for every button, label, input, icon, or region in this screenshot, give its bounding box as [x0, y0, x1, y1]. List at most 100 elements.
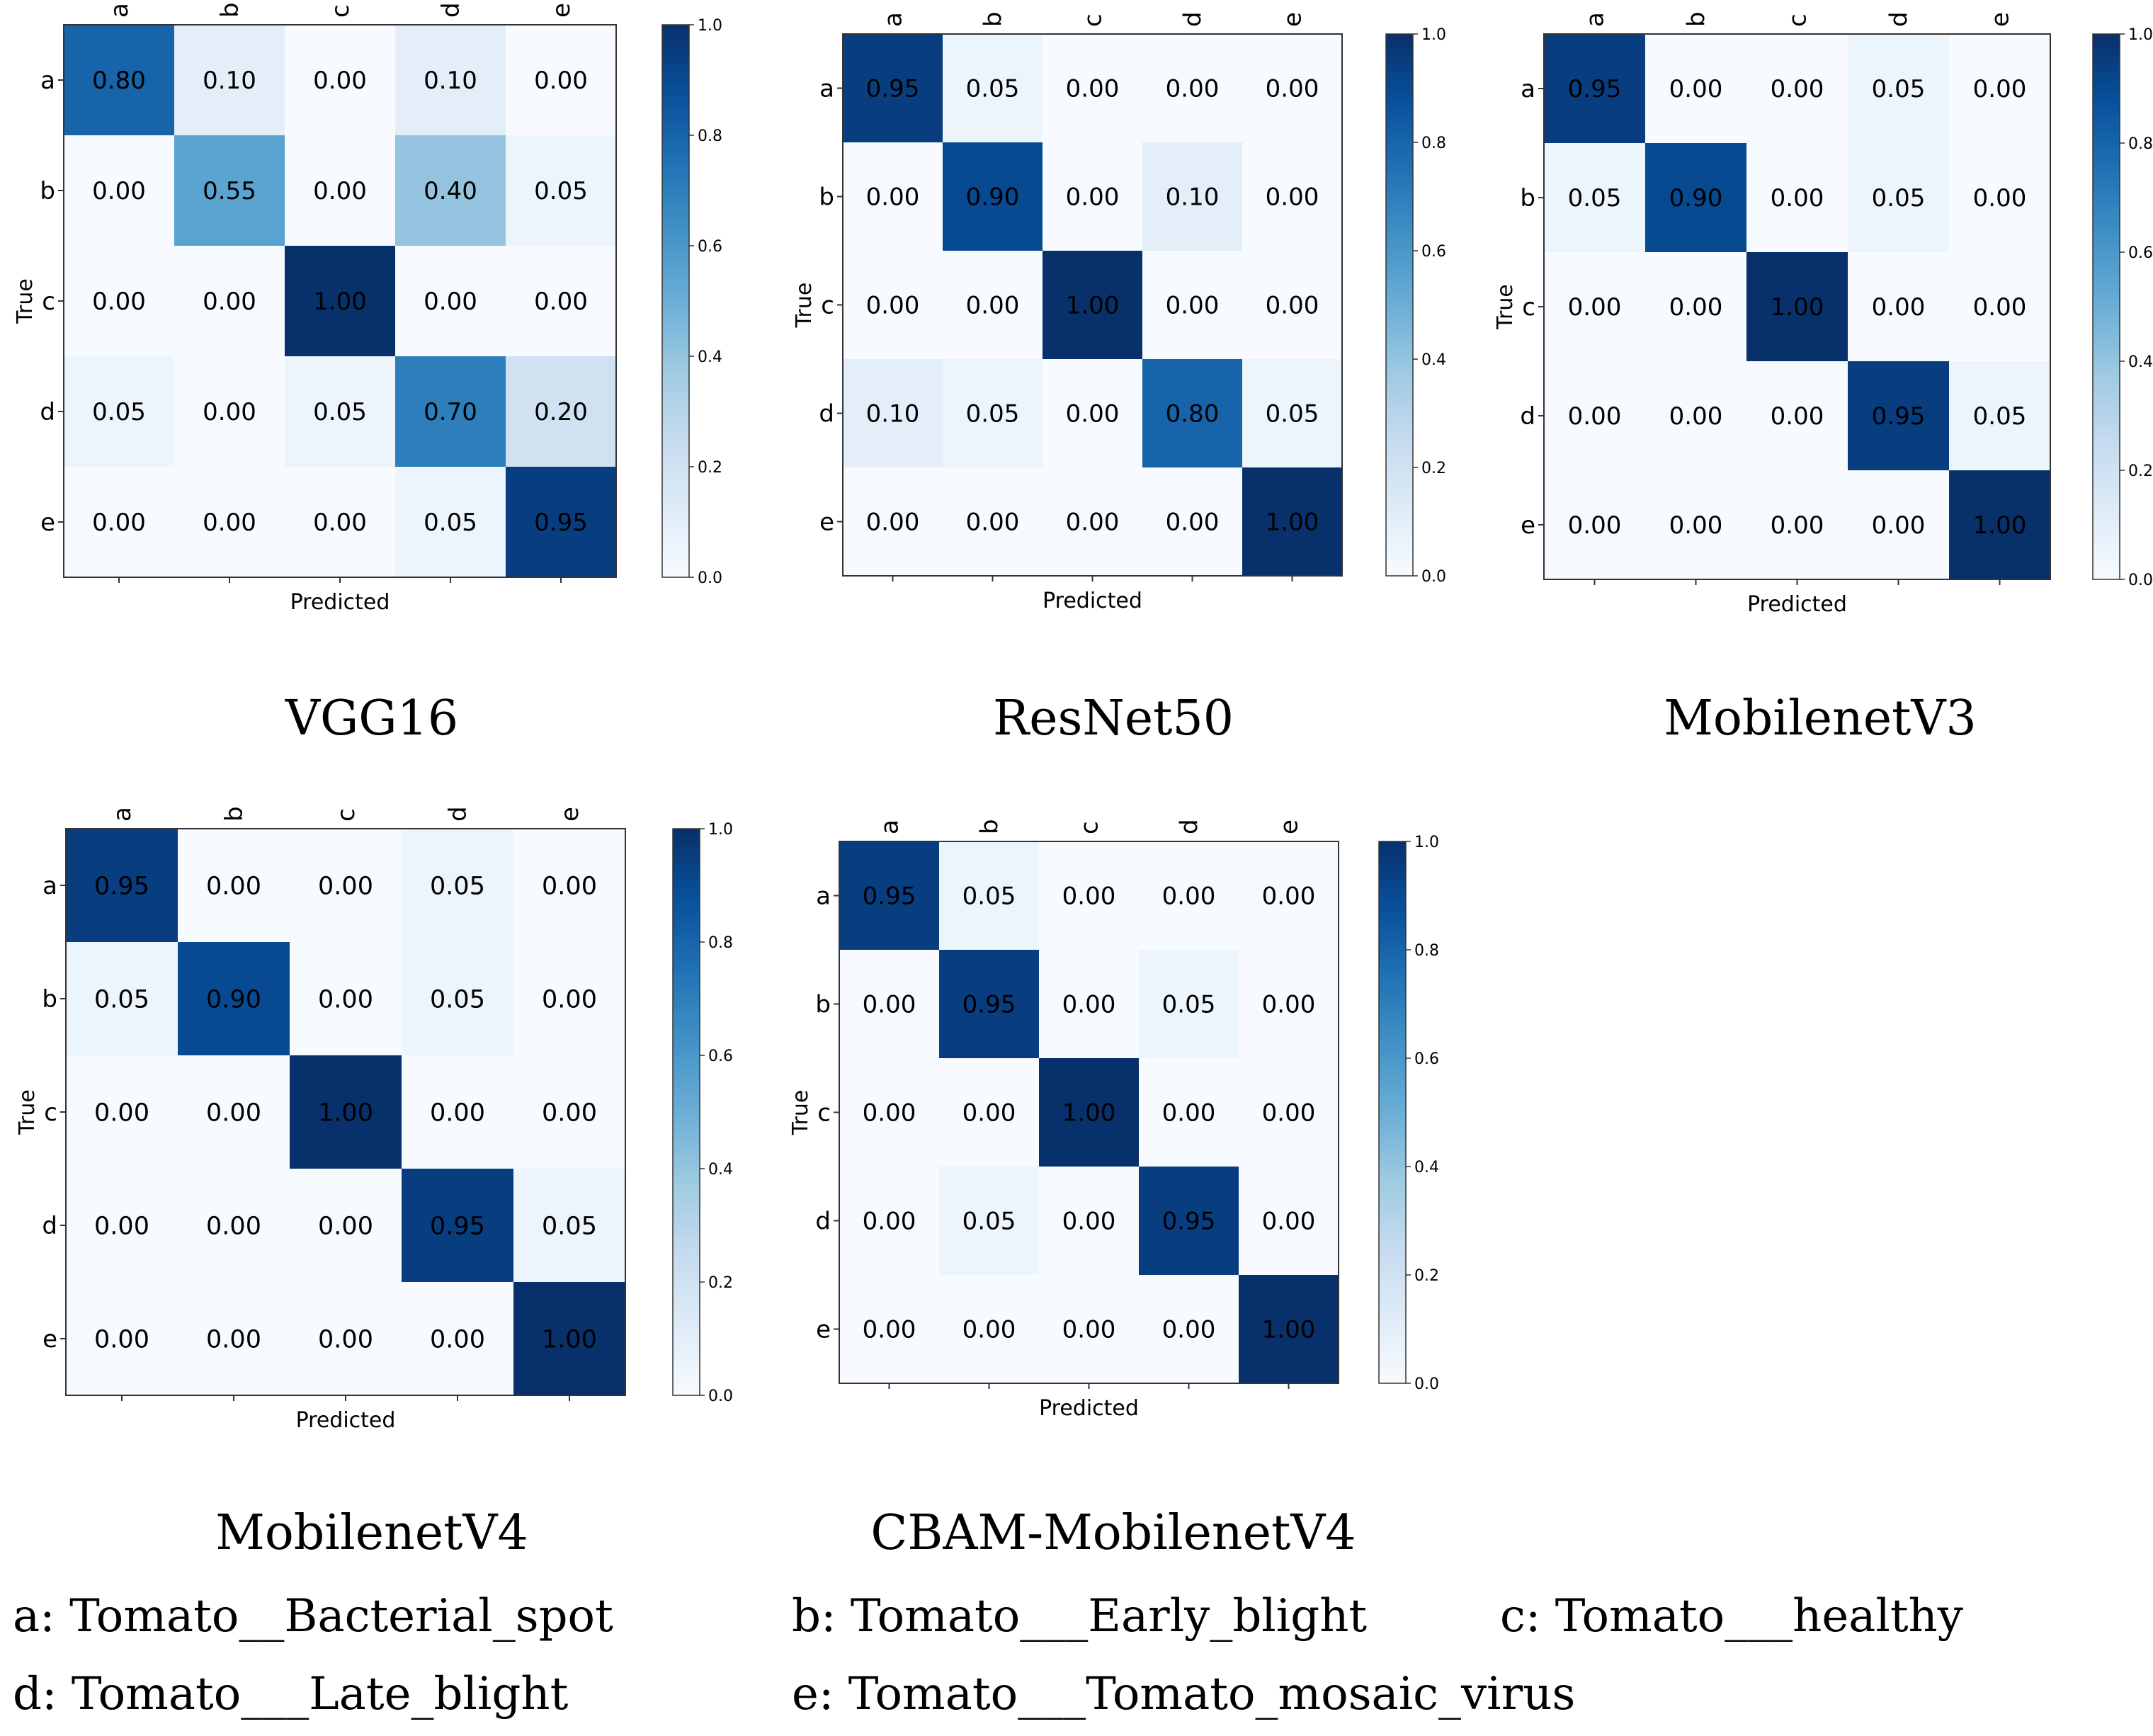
y-tick-label: d	[1520, 402, 1535, 431]
x-tick-label: d	[437, 2, 465, 18]
heatmap-cell	[1142, 467, 1243, 577]
heatmap-cell	[1544, 34, 1646, 144]
cell-value-label: 0.80	[92, 67, 146, 95]
x-axis-label: Predicted	[1039, 1396, 1139, 1421]
heatmap-cell	[1139, 950, 1239, 1059]
heatmap-cell	[506, 467, 617, 578]
heatmap-cell	[839, 950, 940, 1059]
y-axis-label: True	[1493, 284, 1518, 330]
cell-value-label: 0.00	[203, 288, 256, 316]
cell-value-label: 0.95	[1568, 75, 1622, 103]
x-tick-label: e	[556, 807, 584, 822]
colorbar-gradient	[2092, 33, 2120, 580]
heatmap-cell	[513, 942, 626, 1056]
heatmap-cell	[1645, 34, 1747, 144]
heatmap-cell	[174, 135, 285, 246]
colorbar-tick-label: 1.0	[698, 17, 722, 35]
colorbar-gradient	[672, 828, 700, 1396]
heatmap-cell	[174, 25, 285, 136]
heatmap-cell	[839, 1167, 940, 1276]
cell-value-label: 0.00	[318, 986, 373, 1014]
colorbar-tick-label: 1.0	[1421, 26, 1446, 44]
confusion-matrix-0: 0.80 0.10 0.00 0.10 0.00 0.00 0.55 0.00 0.40 0.05…	[13, 2, 722, 615]
heatmap-cell	[943, 251, 1043, 360]
heatmap-cell	[1949, 143, 2051, 253]
x-tick-label: a	[108, 807, 137, 822]
cell-value-label: 0.00	[966, 292, 1020, 320]
y-tick-label: c	[44, 1099, 57, 1127]
x-tick-label: c	[332, 808, 360, 822]
heatmap-cell	[943, 359, 1043, 468]
heatmap-cell	[66, 1169, 178, 1283]
cell-value-label: 0.00	[1771, 75, 1824, 103]
cell-value-label: 0.00	[1568, 511, 1622, 540]
cell-value-label: 0.00	[866, 183, 920, 212]
colorbar-tick-label: 0.2	[708, 1274, 733, 1292]
heatmap-cell	[1039, 1058, 1140, 1167]
y-tick-label: d	[40, 398, 55, 426]
heatmap-cell	[1043, 467, 1143, 577]
heatmap-cell	[1242, 142, 1343, 251]
cell-value-label: 0.00	[1166, 75, 1220, 103]
heatmap-cell	[395, 467, 506, 578]
x-tick-label: c	[326, 4, 355, 18]
y-tick-label: b	[819, 183, 834, 212]
heatmap-cell	[285, 356, 396, 467]
cell-value-label: 0.00	[1771, 511, 1824, 540]
heatmap-cell	[513, 1282, 626, 1396]
cell-value-label: 0.80	[1166, 400, 1220, 429]
cell-value-label: 0.10	[1166, 183, 1220, 212]
y-tick-label: b	[42, 985, 57, 1014]
cell-value-label: 0.40	[424, 177, 477, 205]
cell-value-label: 1.00	[318, 1099, 373, 1128]
y-tick-label: e	[819, 509, 834, 537]
cell-value-label: 0.05	[1162, 991, 1216, 1019]
cell-value-label: 0.00	[1872, 511, 1926, 540]
cell-value-label: 0.00	[863, 1208, 916, 1236]
colorbar-tick-label: 0.8	[1421, 135, 1446, 152]
colorbar-tick-label: 0.4	[2128, 353, 2153, 371]
y-tick-label: a	[819, 75, 834, 103]
x-tick-label: b	[979, 11, 1008, 27]
heatmap-cell	[1242, 359, 1343, 468]
y-tick-label: e	[816, 1316, 831, 1344]
y-tick-label: d	[815, 1208, 831, 1236]
cell-value-label: 0.95	[962, 991, 1016, 1019]
heatmap-cell	[1039, 1275, 1140, 1384]
cell-value-label: 0.05	[962, 883, 1016, 911]
heatmap-cell	[1848, 34, 1950, 144]
heatmap-cell	[1239, 950, 1339, 1059]
colorbar-gradient	[1378, 841, 1407, 1384]
colorbar: 0.0 0.2 0.4 0.6 0.8 1.0	[672, 821, 733, 1405]
cell-value-label: 0.00	[1062, 1208, 1116, 1236]
y-tick-label: a	[816, 883, 831, 911]
x-tick-label: b	[976, 819, 1004, 834]
heatmap-cell	[1949, 470, 2051, 580]
colorbar-tick-label: 0.6	[698, 238, 722, 256]
cell-value-label: 0.95	[863, 883, 916, 911]
cell-value-label: 0.00	[542, 1099, 597, 1128]
cell-value-label: 0.05	[1266, 400, 1319, 429]
heatmap-cell	[513, 1169, 626, 1283]
heatmap-cell	[1242, 251, 1343, 360]
x-tick-label: b	[216, 2, 244, 18]
cell-value-label: 0.00	[542, 986, 597, 1014]
heatmap-cell	[1746, 252, 1848, 362]
cell-value-label: 0.90	[1669, 184, 1723, 212]
heatmap-cell	[402, 942, 514, 1056]
heatmap-cell	[1142, 359, 1243, 468]
cell-value-label: 0.05	[92, 398, 146, 426]
y-axis-label: True	[788, 1090, 813, 1136]
heatmap-cell	[395, 356, 506, 467]
colorbar-tick-label: 0.0	[708, 1388, 733, 1405]
colorbar-tick-label: 0.4	[698, 348, 722, 366]
cell-value-label: 0.95	[534, 509, 588, 537]
x-tick-label: c	[1079, 13, 1108, 27]
cell-value-label: 1.00	[1262, 1316, 1316, 1344]
colorbar-tick-label: 0.6	[708, 1048, 733, 1065]
cell-value-label: 0.00	[1162, 1316, 1216, 1344]
cell-value-label: 0.00	[92, 288, 146, 316]
heatmap-cell	[1949, 252, 2051, 362]
cell-value-label: 0.00	[313, 67, 367, 95]
heatmap-cell	[66, 942, 178, 1056]
